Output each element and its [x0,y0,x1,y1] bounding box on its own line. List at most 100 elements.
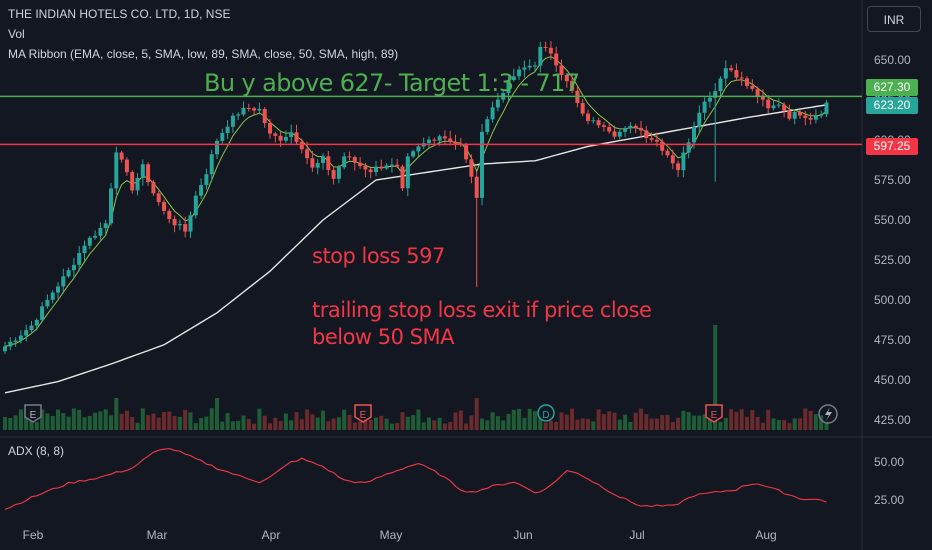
month-tick-label: May [380,528,403,542]
candle-body [230,115,235,127]
candle-body [45,299,50,307]
candle-body [771,105,776,109]
volume-bar [193,423,198,430]
volume-bar [45,413,50,430]
candle-body [495,99,500,108]
volume-bar [723,417,728,430]
candle-body [209,154,214,175]
price-tick-label: 425.00 [874,413,911,427]
volume-bar [209,408,214,430]
volume-bar [458,410,463,430]
candle-body [660,141,665,151]
candle-body [140,164,145,178]
month-tick-label: Jul [629,528,644,542]
candlesticks [3,41,829,354]
currency-button[interactable]: INR [867,6,921,32]
candle-body [119,152,124,160]
volume-bar [140,408,145,430]
trailing-annotation-line-2[interactable]: below 50 SMA [312,325,455,349]
stop-loss-annotation[interactable]: stop loss 597 [312,244,445,268]
volume-bar [220,421,225,430]
adx-tick-label: 50.00 [874,455,904,469]
volume-bar [114,398,119,430]
candle-body [623,128,628,132]
vol-legend[interactable]: Vol [8,27,25,41]
volume-bar [729,409,734,430]
candle-body [766,99,771,109]
horizontal-levels[interactable] [0,95,862,146]
candle-body [464,145,469,160]
candle-body [739,77,744,79]
volume-bar [686,412,691,430]
volume-bar [437,417,442,430]
volume-bar [771,418,776,430]
last-price-label: 623.20 [866,97,918,114]
candle-body [379,166,384,169]
candle-body [490,107,495,120]
volume-bar [734,411,739,430]
symbol-title[interactable]: THE INDIAN HOTELS CO. LTD, 1D, NSE [8,7,231,21]
volume-bar [591,421,596,430]
candle-body [469,159,474,177]
candle-body [607,126,612,132]
candle-body [405,156,410,189]
volume-bar [411,415,416,430]
candle-body [315,163,320,168]
candle-body [670,155,675,164]
adx-legend[interactable]: ADX (8, 8) [8,444,65,458]
candle-body [676,163,681,171]
ma-ribbon-legend[interactable]: MA Ribbon (EMA, close, 5, SMA, low, 89, … [8,47,399,61]
candle-body [474,176,479,198]
candle-body [98,228,103,236]
candle-body [172,219,177,226]
volume-bar [601,414,606,430]
volume-bar [384,418,389,430]
volume-bar [40,409,45,430]
volume-bar [596,409,601,430]
candle-body [782,104,787,111]
volume-bar [225,413,230,430]
candle-body [787,110,792,119]
candle-body [400,166,405,189]
volume-bar [156,417,161,430]
price-tick-label: 525.00 [874,253,911,267]
candle-body [480,131,484,198]
trailing-annotation-line-1[interactable]: trailing stop loss exit if price close [312,298,652,322]
volume-bar [331,418,336,430]
volume-bar [538,417,543,430]
candle-body [798,111,802,116]
event-letter: E [360,410,367,421]
candle-body [130,172,135,191]
candle-body [34,319,39,326]
volume-bar [448,421,453,430]
candle-body [437,136,442,141]
month-tick-label: Feb [23,528,44,542]
buy-annotation[interactable]: Bu y above 627- Target 1:3 - 717 [204,69,580,97]
candle-body [294,132,299,142]
month-tick-label: Mar [147,528,168,542]
candle-body [570,81,575,91]
volume-bar [824,423,829,430]
volume-bar [787,423,792,430]
volume-bar [29,417,34,430]
flash-bolt [825,407,832,421]
volume-bar [533,411,537,430]
volume-bar [358,421,363,430]
candle-body [755,88,760,97]
candle-body [538,46,543,66]
volume-bar [162,411,166,430]
candle-body [236,114,241,116]
candle-body [639,127,643,131]
volume-bar [432,420,437,430]
candle-body [40,306,45,320]
candle-body [734,70,739,78]
volume-bar [363,416,368,430]
candle-body [808,117,813,120]
candle-body [352,157,357,163]
candle-body [559,65,564,76]
flash-icon [818,404,838,424]
volume-bar [570,408,575,430]
candle-body [527,65,532,68]
